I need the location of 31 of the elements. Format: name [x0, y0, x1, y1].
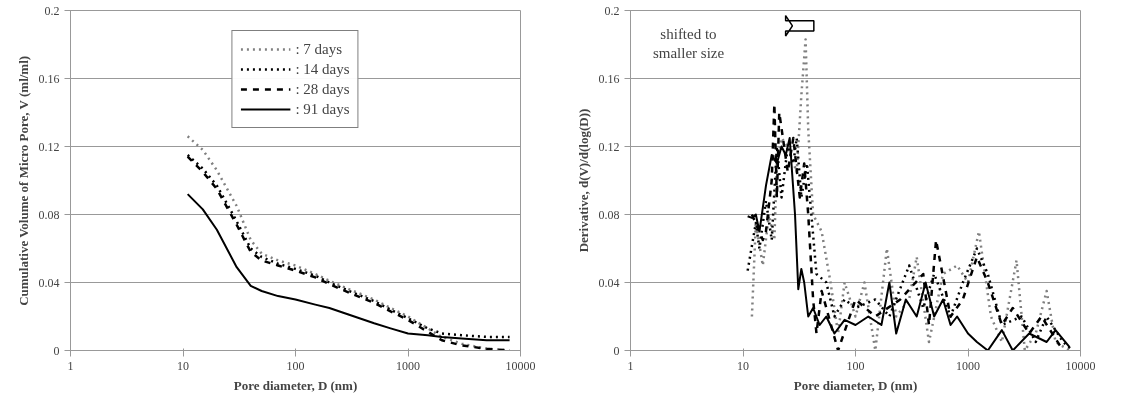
y-tick-label: 0.16 — [598, 71, 620, 86]
x-tick-label: 1000 — [396, 358, 420, 373]
x-axis-title: Pore diameter, D (nm) — [233, 377, 358, 393]
y-tick-label: 0 — [613, 343, 620, 358]
y-tick-label: 0.08 — [38, 207, 60, 222]
x-tick-label: 1 — [627, 358, 634, 373]
y-axis-title: Cumulative Volume of Micro Pore, V (ml/ml) — [15, 55, 31, 306]
legend-label: : 91 days — [295, 100, 350, 118]
legend-label: : 14 days — [295, 60, 350, 78]
x-tick-label: 10000 — [505, 358, 536, 373]
x-tick-label: 10 — [177, 358, 189, 373]
y-tick-label: 0.2 — [44, 3, 60, 18]
legend-label: : 7 days — [295, 40, 343, 58]
x-tick-label: 100 — [286, 358, 305, 373]
y-tick-label: 0.12 — [38, 139, 60, 154]
y-tick-label: 0.08 — [598, 207, 620, 222]
x-axis-title: Pore diameter, D (nm) — [793, 377, 918, 393]
x-tick-label: 100 — [846, 358, 865, 373]
x-tick-label: 1 — [67, 358, 74, 373]
y-tick-label: 0.04 — [38, 275, 60, 290]
y-tick-label: 0.16 — [38, 71, 60, 86]
x-tick-label: 10 — [737, 358, 749, 373]
y-tick-label: 0.04 — [598, 275, 620, 290]
y-tick-label: 0.12 — [598, 139, 620, 154]
y-tick-label: 0 — [53, 343, 60, 358]
x-tick-label: 10000 — [1065, 358, 1096, 373]
legend-label: : 28 days — [295, 80, 350, 98]
y-tick-label: 0.2 — [604, 3, 620, 18]
y-axis-title: Derivative, d(V)/d(log(D)) — [575, 108, 591, 253]
x-tick-label: 1000 — [956, 358, 980, 373]
annotation: shifted to smaller size — [652, 25, 725, 61]
